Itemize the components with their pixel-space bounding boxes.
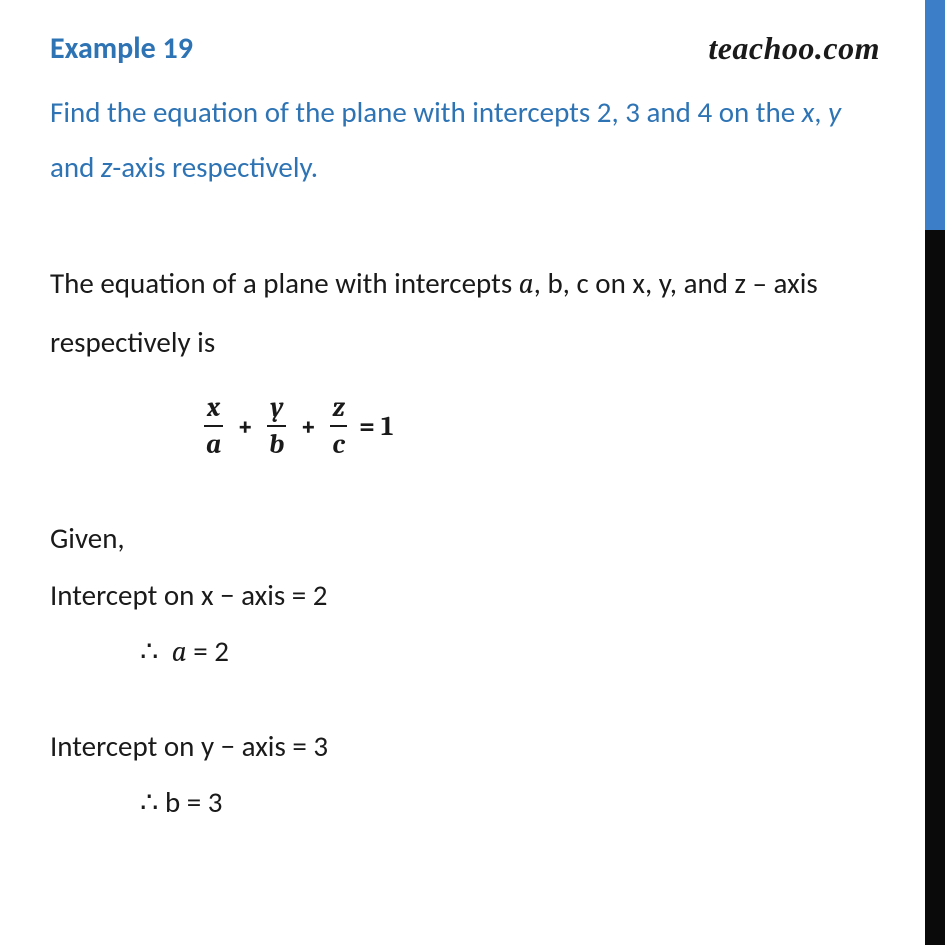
b-eq-3: ∴ b = 3 — [140, 784, 223, 820]
sol-var-a: a — [519, 268, 534, 301]
fraction-x-a: x a — [204, 392, 223, 460]
question-y: y — [828, 94, 841, 130]
given-label: Given, — [50, 510, 880, 567]
side-blue-segment — [925, 0, 945, 230]
question-sep1: , — [814, 94, 828, 130]
a-var: a — [172, 636, 187, 669]
given-x-value: ∴ a = 2 — [140, 623, 880, 682]
intercept-formula: x a + y b + z c = 1 — [200, 392, 880, 460]
given-block: Given, Intercept on x − axis = 2 ∴ a = 2… — [50, 510, 880, 831]
frac-num-y: y — [268, 392, 285, 425]
frac-num-x: x — [205, 392, 222, 425]
plus-2: + — [300, 411, 316, 442]
header-row: Example 19 teachoo.com — [50, 30, 880, 67]
question-sep2: and — [50, 149, 101, 185]
fraction-z-c: z c — [330, 392, 347, 460]
equals-one: = 1 — [359, 411, 393, 442]
spacer — [50, 682, 880, 718]
side-black-segment — [925, 230, 945, 945]
therefore-1: ∴ — [140, 636, 166, 668]
given-y-value: ∴ b = 3 — [140, 774, 880, 831]
question-x: x — [802, 94, 815, 130]
question-text: Find the equation of the plane with inte… — [50, 85, 880, 195]
question-part1: Find the equation of the plane with inte… — [50, 94, 802, 130]
question-part2: -axis respectively. — [112, 149, 318, 185]
fraction-y-b: y b — [267, 392, 286, 460]
side-accent-bar — [925, 0, 945, 945]
solution-line-1: The equation of a plane with intercepts … — [50, 255, 880, 370]
given-y-line: Intercept on y − axis = 3 — [50, 718, 880, 775]
page-content: Example 19 teachoo.com Find the equation… — [0, 0, 920, 861]
sol-text-a: The equation of a plane with intercepts — [50, 265, 519, 301]
frac-den-a: a — [204, 425, 223, 460]
example-label: Example 19 — [50, 30, 193, 67]
a-eq-2: = 2 — [187, 633, 229, 669]
given-x-line: Intercept on x − axis = 2 — [50, 567, 880, 624]
question-z: z — [101, 149, 112, 185]
frac-den-c: c — [330, 425, 347, 460]
frac-den-b: b — [267, 425, 286, 460]
brand-logo-text: teachoo.com — [708, 30, 880, 67]
plus-1: + — [237, 411, 253, 442]
frac-num-z: z — [330, 392, 347, 425]
